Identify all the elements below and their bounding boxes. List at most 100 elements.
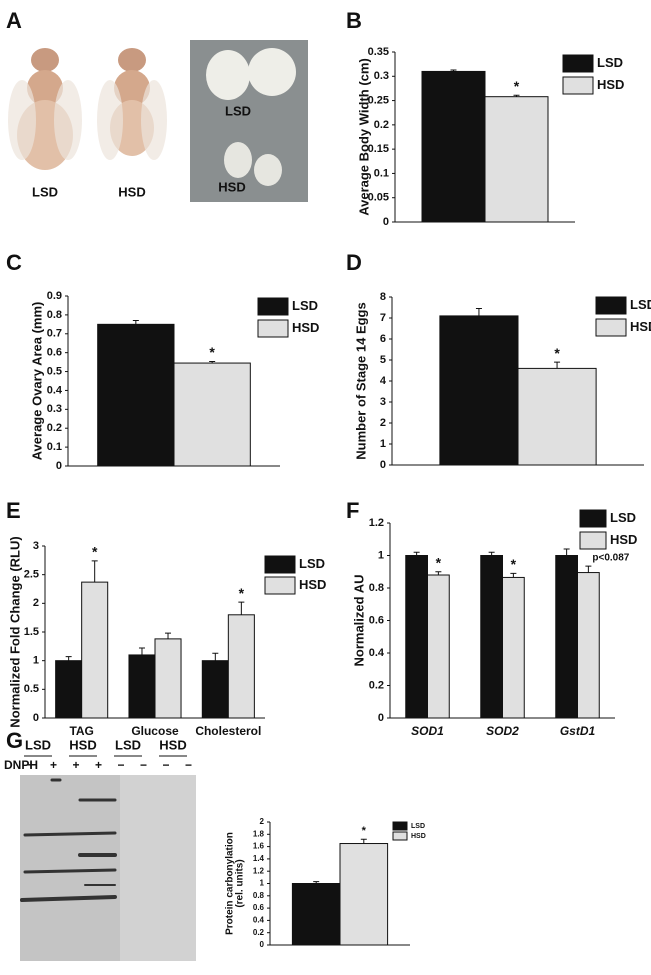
y-tick-label: 0.4 [369,647,385,659]
y-tick-label: 0.8 [369,582,384,594]
bar [154,638,182,719]
panel-letter: A [6,8,22,33]
bar [555,555,578,719]
bar [55,660,83,719]
bar [81,581,109,719]
y-tick-label: 1 [380,438,386,450]
legend-swatch [595,318,627,337]
chart: 0 0.2 0.4 0.6 0.8 1 1.2 Normalized AU SOD1 * SOD2 *… [351,509,637,738]
y-tick-label: 7 [380,312,386,324]
error-bar [585,565,592,573]
significance-label: * [514,78,520,94]
y-axis-label: Normalized AU [351,575,366,667]
bar [439,315,519,466]
y-tick-label: 2.5 [24,569,39,581]
chart: 0 1 2 3 4 5 6 7 8 Number of Stage 14 Eggs * LSD HSD [353,291,651,471]
error-bar [313,881,320,884]
y-tick-label: 8 [380,291,386,303]
y-tick-label: 0.15 [368,143,389,155]
y-tick-label: 1.4 [253,854,265,863]
panel-letter: F [346,498,359,523]
lane-marker: + [72,758,79,772]
bar [484,96,549,223]
y-tick-label: 1 [260,879,265,888]
bar [201,660,229,719]
y-tick-label: 3 [33,540,39,552]
y-tick-label: 0 [56,460,62,472]
y-tick-label: 1.8 [253,829,265,838]
y-tick-label: 0.2 [47,422,62,434]
y-tick-label: 0.6 [369,614,384,626]
y-tick-label: 0.4 [253,916,265,925]
y-tick-label: 1.2 [369,517,384,529]
bar [227,614,255,719]
x-tick-label: Glucose [131,724,179,738]
y-tick-label: 0 [378,712,384,724]
y-tick-label: 0.3 [47,403,62,415]
bar [480,555,503,719]
significance-label: * [209,344,215,360]
y-tick-label: 0 [33,712,39,724]
error-bar [209,361,216,364]
bar [502,576,525,719]
blot-group: HSD [159,737,186,752]
panel-letter: C [6,250,22,275]
error-bar [513,94,520,97]
blot-group: LSD [25,737,51,752]
legend-label: LSD [597,55,623,70]
error-bar [138,647,145,655]
legend-swatch [579,509,607,528]
y-tick-label: 0 [383,216,389,228]
legend-swatch [264,555,296,574]
y-tick-label: 0 [380,459,386,471]
legend-swatch [392,821,408,831]
significance-label: * [239,585,245,601]
panel-letter: B [346,8,362,33]
error-bar [563,548,570,556]
significance-label: * [554,345,560,361]
bar [421,70,486,223]
legend-label: HSD [610,532,637,547]
lane-marker: + [50,758,57,772]
bar [291,883,341,946]
significance-label: * [92,544,98,560]
error-bar [212,652,219,661]
chart: 0 0.5 1 1.5 2 2.5 3 Normalized Fold Change (RLU… [7,536,326,738]
error-bar [554,361,561,369]
y-tick-label: 0.2 [253,928,265,937]
legend-swatch [257,319,289,338]
bar [427,574,450,719]
lane-marker: + [95,758,102,772]
y-tick-label: 0.5 [47,365,62,377]
legend-swatch [595,296,627,315]
error-bar [65,656,72,661]
significance-label: p<0.087 [592,553,629,564]
legend-swatch [392,831,408,841]
y-tick-label: 0.2 [369,679,384,691]
panel-letter: G [6,728,23,753]
legend-swatch [579,531,607,550]
legend-label: LSD [292,298,318,313]
error-bar [488,551,495,556]
fly-label: HSD [118,184,145,199]
ovary-label: LSD [225,103,251,118]
y-tick-label: 0.8 [253,891,265,900]
y-tick-label: 6 [380,333,386,345]
y-axis-label: Average Ovary Area (mm) [29,302,44,461]
fly-photo [97,48,167,160]
legend-label: LSD [411,823,425,830]
y-tick-label: 0.9 [47,290,62,302]
y-tick-label: 0.6 [47,347,62,359]
bar [173,362,251,467]
legend-label: LSD [630,297,651,312]
y-tick-label: 1 [33,655,39,667]
y-tick-label: 1 [378,549,384,561]
y-tick-label: 1.6 [253,842,265,851]
x-tick-label: GstD1 [560,724,596,738]
legend-label: LSD [610,510,636,525]
y-tick-label: 0.8 [47,309,62,321]
bar [339,843,389,946]
fly-label: LSD [32,184,58,199]
error-bar [238,601,245,615]
